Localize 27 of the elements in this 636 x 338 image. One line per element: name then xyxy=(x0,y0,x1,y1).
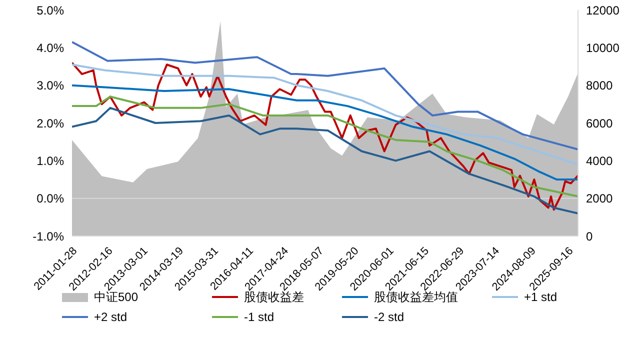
legend-label: -1 std xyxy=(244,310,274,324)
line-series xyxy=(72,106,578,214)
line-series xyxy=(72,41,578,150)
y2-tick-label: 8000 xyxy=(586,78,614,93)
y-tick-label: 5.0% xyxy=(36,3,64,18)
line-series xyxy=(72,64,578,166)
y-tick-label: 0.0% xyxy=(36,192,64,206)
y-tick-label: 4.0% xyxy=(36,40,64,55)
line-series xyxy=(72,84,578,180)
line-series xyxy=(72,62,578,211)
legend-label: +1 std xyxy=(524,290,558,304)
legend-label: 股债收益差均值 xyxy=(374,290,458,304)
line-series xyxy=(72,96,578,198)
y-tick-label: -1.0% xyxy=(32,229,64,244)
y2-tick-label: 2000 xyxy=(586,192,614,206)
y-tick-label: 3.0% xyxy=(36,78,64,93)
legend-label: -2 std xyxy=(374,310,404,324)
y2-tick-label: 0 xyxy=(586,229,593,244)
y-tick-label: 1.0% xyxy=(36,154,64,168)
legend-label: 中证500 xyxy=(94,290,138,304)
legend-label: +2 std xyxy=(94,310,128,324)
y2-tick-label: 12000 xyxy=(586,3,620,18)
y-tick-label: 2.0% xyxy=(36,116,64,130)
y2-tick-label: 4000 xyxy=(586,154,614,168)
y2-tick-label: 10000 xyxy=(586,40,620,55)
legend-label: 股债收益差 xyxy=(244,290,304,304)
y2-tick-label: 6000 xyxy=(586,116,614,130)
